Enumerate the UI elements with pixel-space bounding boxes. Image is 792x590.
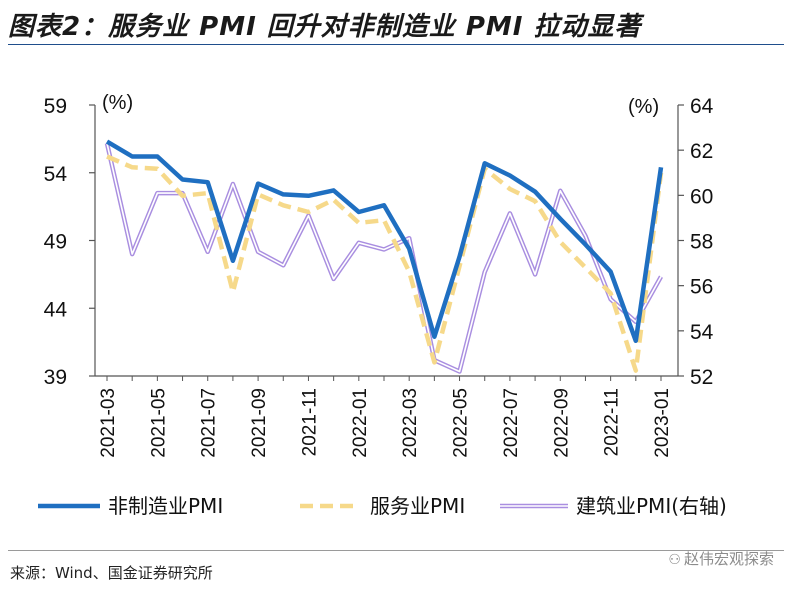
x-tick-label: 2022-01 xyxy=(350,388,371,458)
source-divider xyxy=(8,550,784,551)
source-note: 来源：Wind、国金证券研究所 xyxy=(10,564,213,582)
series-group xyxy=(104,139,664,374)
x-tick-label: 2021-03 xyxy=(98,388,119,458)
y-right-tick-label: 54 xyxy=(690,321,714,344)
y-right-tick-label: 56 xyxy=(690,276,713,299)
y-left-tick-label: 59 xyxy=(44,95,67,118)
x-tick-label: 2021-07 xyxy=(199,388,220,458)
pmi-line-chart: 39 44 49 54 59 52 54 56 58 60 62 64 (%) (%) 2021-03 202… xyxy=(38,92,727,518)
series-line-services xyxy=(106,154,664,373)
y-right-tick-label: 64 xyxy=(690,95,714,118)
series-line-construction-inner xyxy=(106,143,662,373)
y-left-tick-label: 49 xyxy=(44,231,67,254)
axes-group: 39 44 49 54 59 52 54 56 58 60 62 64 (%) (%) 2021-03 202… xyxy=(44,92,714,458)
y-right-tick-label: 60 xyxy=(690,185,713,208)
y-left-tick-label: 39 xyxy=(44,366,67,389)
y-left-label: (%) xyxy=(102,92,133,114)
x-tick-label: 2022-03 xyxy=(400,388,421,458)
wechat-icon: ⚇ xyxy=(668,552,681,568)
y-right-tick-label: 52 xyxy=(690,366,713,389)
x-tick-label: 2021-11 xyxy=(299,388,320,456)
y-left-tick-label: 44 xyxy=(44,298,68,321)
y-right-tick-label: 62 xyxy=(690,140,713,163)
title-divider xyxy=(8,44,784,45)
y-right-label: (%) xyxy=(628,96,659,118)
legend: 非制造业PMI 服务业PMI 建筑业PMI(右轴) xyxy=(38,494,727,518)
watermark: ⚇ 赵伟宏观探索 xyxy=(668,548,774,569)
x-tick-label: 2021-09 xyxy=(249,388,270,458)
x-tick-label: 2022-07 xyxy=(501,388,522,458)
series-line-non-manufacturing xyxy=(105,139,664,344)
x-tick-label: 2021-05 xyxy=(148,388,169,458)
y-left-tick-label: 54 xyxy=(44,163,68,186)
chart-title: 图表2：服务业 PMI 回升对非制造业 PMI 拉动显著 xyxy=(8,12,642,42)
legend-label: 服务业PMI xyxy=(370,494,465,518)
x-tick-label: 2022-09 xyxy=(551,388,572,458)
legend-label: 建筑业PMI(右轴) xyxy=(576,494,727,518)
watermark-text: 赵伟宏观探索 xyxy=(683,550,774,568)
y-right-tick-label: 58 xyxy=(690,231,713,254)
x-tick-label: 2022-05 xyxy=(451,388,472,458)
x-tick-label: 2023-01 xyxy=(652,388,673,458)
x-tick-label: 2022-11 xyxy=(602,388,623,456)
legend-label: 非制造业PMI xyxy=(108,494,223,518)
